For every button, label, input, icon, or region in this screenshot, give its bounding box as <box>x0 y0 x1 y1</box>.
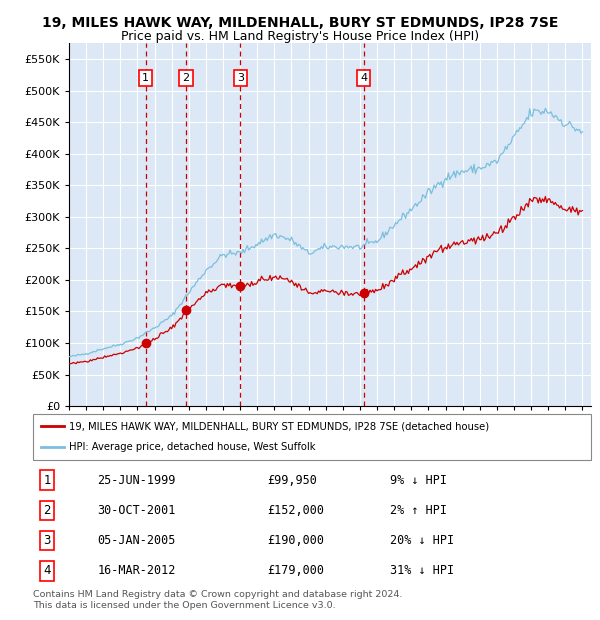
Text: 05-JAN-2005: 05-JAN-2005 <box>97 534 176 547</box>
Text: £190,000: £190,000 <box>268 534 325 547</box>
Text: 19, MILES HAWK WAY, MILDENHALL, BURY ST EDMUNDS, IP28 7SE (detached house): 19, MILES HAWK WAY, MILDENHALL, BURY ST … <box>69 421 490 431</box>
Text: 2: 2 <box>182 73 190 83</box>
Text: Contains HM Land Registry data © Crown copyright and database right 2024.
This d: Contains HM Land Registry data © Crown c… <box>33 590 403 609</box>
Text: £179,000: £179,000 <box>268 564 325 577</box>
Text: 2% ↑ HPI: 2% ↑ HPI <box>390 504 447 517</box>
Text: Price paid vs. HM Land Registry's House Price Index (HPI): Price paid vs. HM Land Registry's House … <box>121 30 479 43</box>
Text: 20% ↓ HPI: 20% ↓ HPI <box>390 534 454 547</box>
Text: 31% ↓ HPI: 31% ↓ HPI <box>390 564 454 577</box>
Text: 1: 1 <box>142 73 149 83</box>
Text: 25-JUN-1999: 25-JUN-1999 <box>97 474 176 487</box>
Text: 16-MAR-2012: 16-MAR-2012 <box>97 564 176 577</box>
Text: 1: 1 <box>43 474 50 487</box>
Text: £99,950: £99,950 <box>268 474 317 487</box>
Text: 2: 2 <box>43 504 50 517</box>
Text: 30-OCT-2001: 30-OCT-2001 <box>97 504 176 517</box>
Text: 3: 3 <box>43 534 50 547</box>
Text: 4: 4 <box>360 73 367 83</box>
Text: 3: 3 <box>237 73 244 83</box>
Text: 9% ↓ HPI: 9% ↓ HPI <box>390 474 447 487</box>
Text: 19, MILES HAWK WAY, MILDENHALL, BURY ST EDMUNDS, IP28 7SE: 19, MILES HAWK WAY, MILDENHALL, BURY ST … <box>42 16 558 30</box>
Text: £152,000: £152,000 <box>268 504 325 517</box>
Text: 4: 4 <box>43 564 50 577</box>
Text: HPI: Average price, detached house, West Suffolk: HPI: Average price, detached house, West… <box>69 443 316 453</box>
